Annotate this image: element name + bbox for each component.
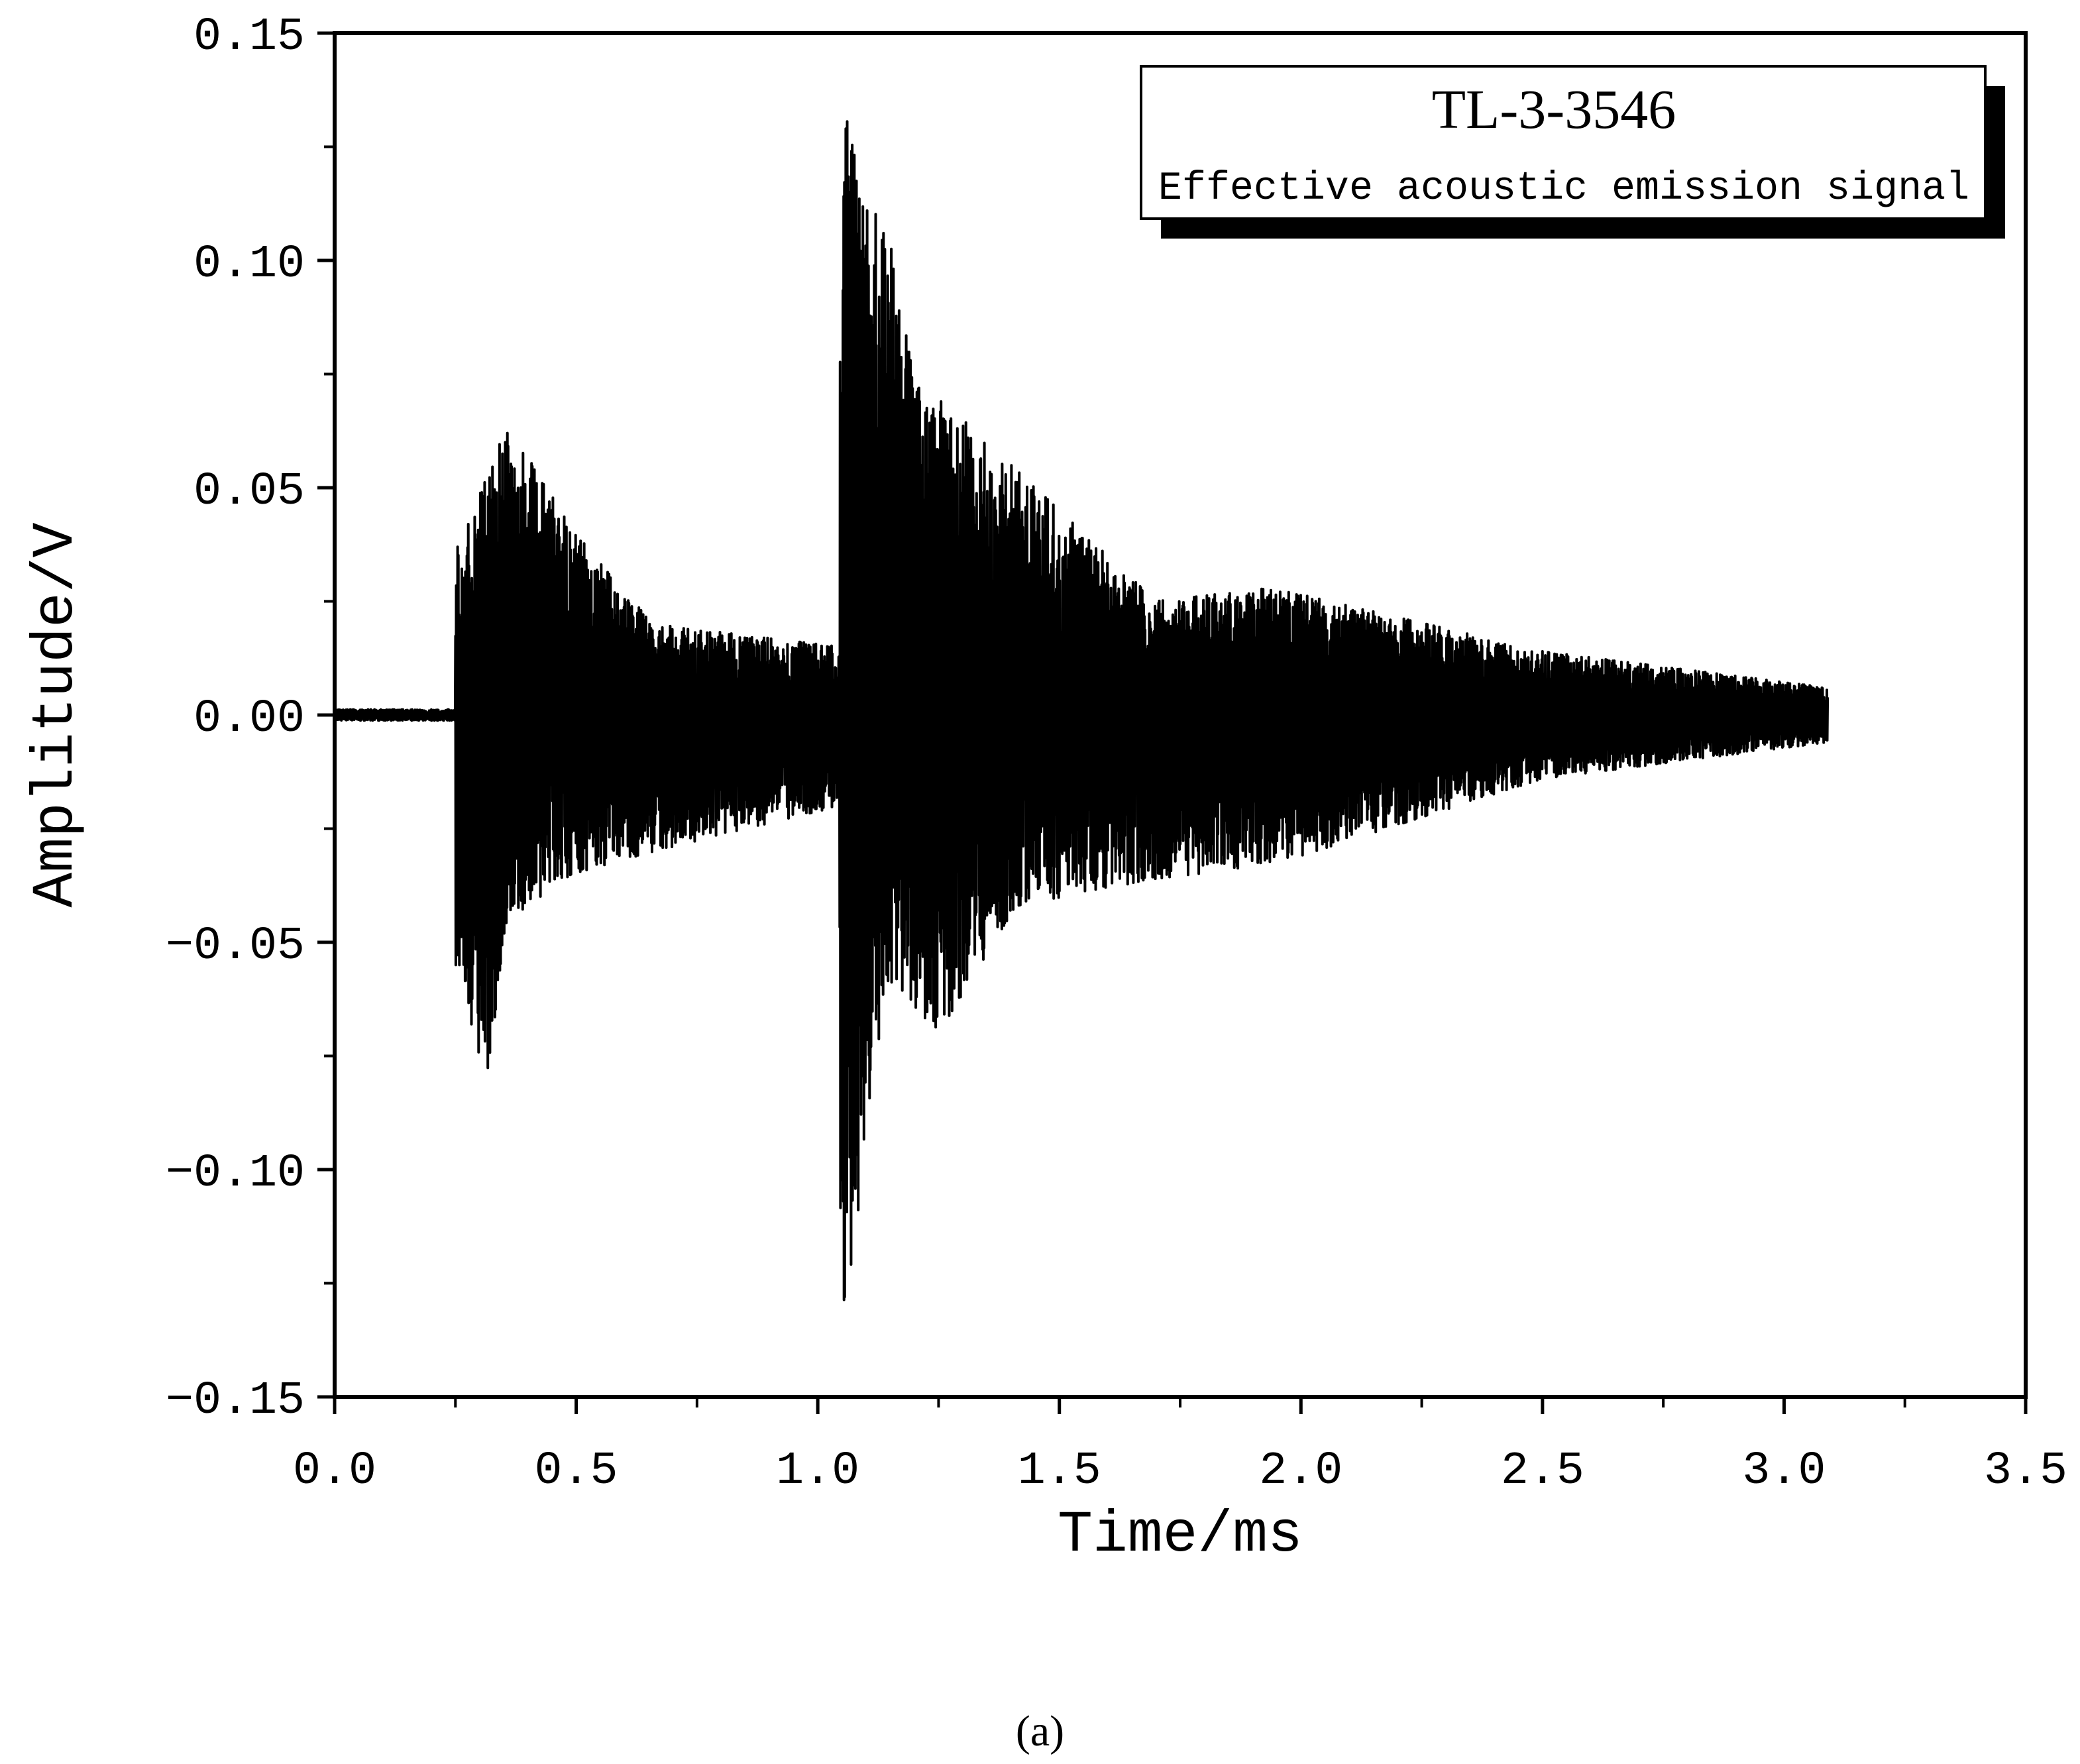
y-axis-title: Amplitude/V bbox=[24, 522, 89, 907]
y-tick-label: −0.15 bbox=[166, 1375, 305, 1427]
y-axis-tick-labels: −0.15 −0.10 −0.05 0.00 0.05 0.10 0.15 bbox=[166, 11, 305, 1427]
x-tick-label: 1.5 bbox=[1018, 1445, 1101, 1498]
y-tick-label: 0.05 bbox=[193, 466, 305, 518]
legend-subtitle: Effective acoustic emission signal bbox=[1158, 166, 1969, 211]
x-tick-label: 3.5 bbox=[1984, 1445, 2067, 1498]
y-tick-label: 0.10 bbox=[193, 239, 305, 291]
x-tick-label: 1.0 bbox=[776, 1445, 859, 1498]
x-tick-label: 0.5 bbox=[535, 1445, 618, 1498]
legend-title: TL-3-3546 bbox=[1432, 79, 1676, 140]
y-tick-label: −0.05 bbox=[166, 920, 305, 973]
x-tick-label: 2.0 bbox=[1259, 1445, 1342, 1498]
x-axis-tick-labels: 0.0 0.5 1.0 1.5 2.0 2.5 3.0 3.5 bbox=[293, 1445, 2067, 1498]
x-axis-ticks bbox=[333, 1397, 2028, 1414]
y-tick-label: −0.10 bbox=[166, 1148, 305, 1200]
legend-box: TL-3-3546 Effective acoustic emission si… bbox=[1140, 65, 2005, 239]
x-axis-title: Time/ms bbox=[1058, 1503, 1303, 1569]
legend-frame bbox=[1140, 65, 1987, 220]
y-tick-label: 0.15 bbox=[193, 11, 305, 64]
y-tick-label: 0.00 bbox=[193, 693, 305, 745]
x-tick-label: 2.5 bbox=[1501, 1445, 1584, 1498]
panel-label: (a) bbox=[1015, 1707, 1065, 1755]
x-tick-label: 0.0 bbox=[293, 1445, 376, 1498]
y-axis-ticks bbox=[317, 31, 335, 1399]
x-tick-label: 3.0 bbox=[1742, 1445, 1826, 1498]
signal-series-line bbox=[333, 120, 1830, 1301]
